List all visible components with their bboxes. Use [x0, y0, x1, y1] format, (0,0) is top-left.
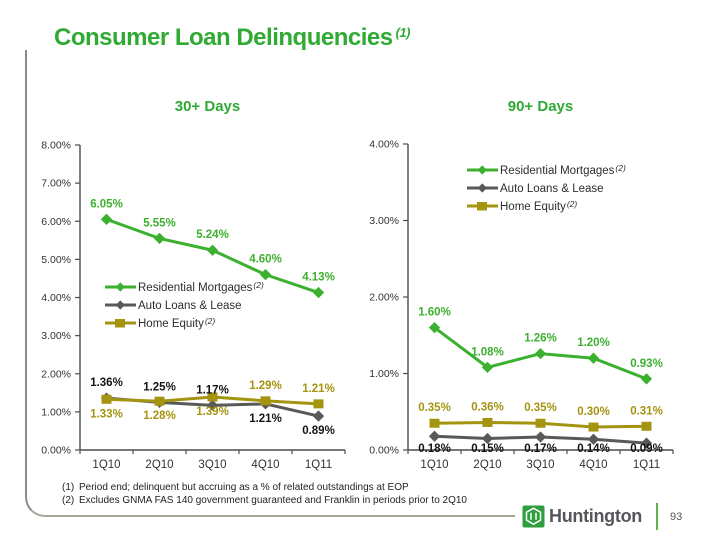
svg-text:0.31%: 0.31%: [630, 405, 663, 417]
svg-text:1Q11: 1Q11: [633, 459, 660, 471]
svg-text:1.08%: 1.08%: [471, 346, 504, 358]
legend-30-days: Residential Mortgages(2) Auto Loans & Le…: [104, 278, 264, 332]
footnote-2: (2) Excludes GNMA FAS 140 government gua…: [62, 494, 467, 506]
svg-text:1.26%: 1.26%: [524, 333, 557, 345]
chart-title-30-days: 30+ Days: [174, 98, 241, 115]
svg-text:1Q10: 1Q10: [420, 459, 448, 471]
svg-text:3.00%: 3.00%: [369, 215, 399, 227]
legend-item-home-equity: Home Equity(2): [466, 197, 626, 215]
legend-label: Auto Loans & Lease: [500, 183, 604, 195]
svg-text:5.55%: 5.55%: [143, 217, 176, 229]
footer: Huntington 93: [522, 503, 682, 530]
svg-text:1.00%: 1.00%: [369, 368, 399, 380]
footer-divider: [655, 503, 658, 530]
svg-text:8.00%: 8.00%: [41, 140, 71, 152]
svg-text:4.60%: 4.60%: [249, 254, 282, 266]
page-number: 93: [669, 510, 683, 523]
svg-text:1Q10: 1Q10: [92, 459, 120, 471]
huntington-logo-icon: [522, 505, 545, 528]
chart-title-90-days: 90+ Days: [507, 98, 574, 115]
legend-item-home-equity: Home Equity(2): [104, 314, 264, 332]
svg-text:1.29%: 1.29%: [249, 380, 282, 392]
svg-text:2Q10: 2Q10: [473, 459, 501, 471]
svg-text:1.00%: 1.00%: [41, 406, 71, 418]
svg-text:2Q10: 2Q10: [145, 459, 173, 471]
svg-text:0.89%: 0.89%: [302, 425, 335, 437]
svg-text:6.00%: 6.00%: [41, 216, 71, 228]
page-title-text: Consumer Loan Delinquencies: [54, 24, 393, 51]
svg-text:0.30%: 0.30%: [577, 406, 610, 418]
svg-text:0.35%: 0.35%: [524, 402, 557, 414]
logo-wordmark: Huntington: [549, 506, 642, 526]
page-title-footnote-ref: (1): [395, 25, 411, 40]
legend-swatch-auto-icon: [467, 183, 498, 193]
svg-text:1.33%: 1.33%: [90, 408, 123, 420]
svg-text:4.00%: 4.00%: [369, 139, 399, 151]
svg-text:0.00%: 0.00%: [369, 445, 399, 457]
svg-text:0.17%: 0.17%: [524, 443, 557, 455]
svg-text:1.21%: 1.21%: [302, 383, 335, 395]
legend-swatch-residential-icon: [467, 165, 498, 175]
svg-text:4Q10: 4Q10: [251, 459, 279, 471]
svg-text:1.39%: 1.39%: [196, 406, 229, 418]
svg-text:6.05%: 6.05%: [90, 198, 123, 210]
svg-text:4Q10: 4Q10: [579, 459, 607, 471]
svg-text:0.18%: 0.18%: [418, 443, 451, 455]
legend-swatch-home-equity-icon: [105, 319, 136, 328]
svg-text:5.00%: 5.00%: [41, 254, 71, 266]
svg-text:0.36%: 0.36%: [471, 401, 504, 413]
svg-text:1.60%: 1.60%: [418, 307, 451, 319]
svg-text:0.00%: 0.00%: [41, 445, 71, 457]
svg-text:0.93%: 0.93%: [630, 358, 663, 370]
svg-text:5.24%: 5.24%: [196, 229, 229, 241]
legend-label: Home Equity(2): [500, 199, 578, 213]
legend-90-days: Residential Mortgages(2) Auto Loans & Le…: [466, 161, 626, 215]
svg-text:3Q10: 3Q10: [198, 459, 226, 471]
footnotes: (1) Period end; delinquent but accruing …: [62, 482, 467, 507]
legend-swatch-auto-icon: [105, 300, 136, 310]
svg-text:1Q11: 1Q11: [305, 459, 332, 471]
svg-text:0.14%: 0.14%: [577, 443, 610, 455]
legend-label: Home Equity(2): [138, 316, 216, 330]
legend-item-auto-loans: Auto Loans & Lease: [466, 179, 626, 197]
svg-text:1.21%: 1.21%: [249, 413, 282, 425]
svg-text:1.25%: 1.25%: [143, 381, 176, 393]
svg-text:1.28%: 1.28%: [143, 410, 176, 422]
svg-text:4.13%: 4.13%: [302, 272, 335, 284]
svg-text:3.00%: 3.00%: [41, 330, 71, 342]
svg-text:2.00%: 2.00%: [369, 292, 399, 304]
svg-text:1.17%: 1.17%: [196, 384, 229, 396]
legend-label: Auto Loans & Lease: [138, 300, 242, 312]
svg-text:1.36%: 1.36%: [90, 377, 123, 389]
svg-text:7.00%: 7.00%: [41, 178, 71, 190]
legend-item-auto-loans: Auto Loans & Lease: [104, 296, 264, 314]
svg-text:2.00%: 2.00%: [41, 368, 71, 380]
legend-swatch-residential-icon: [105, 282, 136, 292]
legend-label: Residential Mortgages(2): [500, 163, 626, 177]
svg-text:4.00%: 4.00%: [41, 292, 71, 304]
legend-swatch-home-equity-icon: [467, 202, 498, 211]
page-title: Consumer Loan Delinquencies (1): [54, 24, 410, 52]
legend-item-residential-mortgages: Residential Mortgages(2): [104, 278, 264, 296]
svg-text:0.15%: 0.15%: [471, 443, 504, 455]
svg-text:0.09%: 0.09%: [630, 443, 663, 455]
svg-text:3Q10: 3Q10: [526, 459, 554, 471]
legend-label: Residential Mortgages(2): [138, 280, 264, 294]
legend-item-residential-mortgages: Residential Mortgages(2): [466, 161, 626, 179]
footnote-1: (1) Period end; delinquent but accruing …: [62, 482, 409, 493]
svg-text:0.35%: 0.35%: [418, 402, 451, 414]
svg-text:1.20%: 1.20%: [577, 337, 610, 349]
